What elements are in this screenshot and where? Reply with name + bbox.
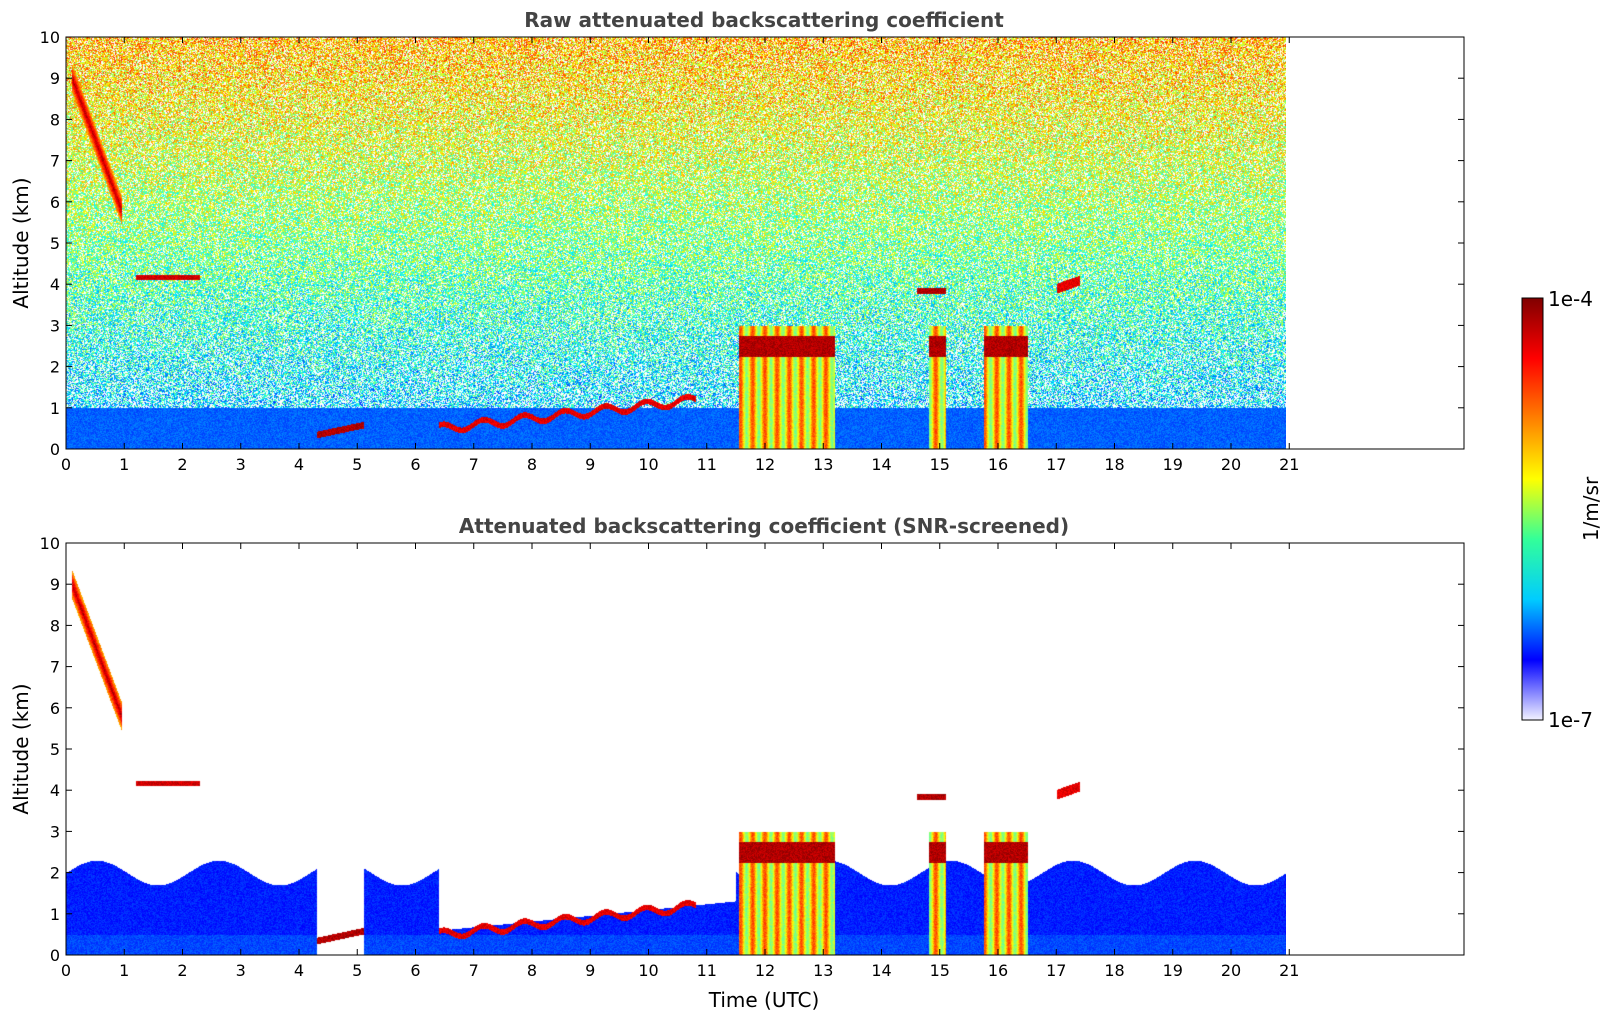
colorbar-gradient xyxy=(1521,297,1544,721)
x-tick-label: 20 xyxy=(1221,455,1241,474)
y-tick-label: 9 xyxy=(50,575,60,594)
x-tick-label: 14 xyxy=(871,455,891,474)
x-tick-label: 18 xyxy=(1104,961,1124,980)
y-tick-label: 10 xyxy=(40,28,60,47)
x-tick-label: 2 xyxy=(177,961,187,980)
x-tick-label: 10 xyxy=(638,961,658,980)
x-tick-label: 18 xyxy=(1104,455,1124,474)
x-tick-label: 2 xyxy=(177,455,187,474)
x-tick-label: 12 xyxy=(755,961,775,980)
x-tick-label: 16 xyxy=(988,455,1008,474)
panel-raw: Raw attenuated backscattering coefficien… xyxy=(9,8,1465,474)
y-tick-label: 1 xyxy=(50,399,60,418)
x-tick-label: 9 xyxy=(585,961,595,980)
y-axis-label: Altitude (km) xyxy=(9,683,33,814)
y-tick-label: 7 xyxy=(50,658,60,677)
y-tick-label: 2 xyxy=(50,864,60,883)
tick-group: 0 1 2 3 4 5 6 7 8 9 10 11 12 13 14 15 16 17 18 19 20 21012345… xyxy=(40,28,1464,474)
x-tick-label: 5 xyxy=(352,455,362,474)
y-tick-label: 3 xyxy=(50,316,60,335)
y-tick-label: 4 xyxy=(50,781,60,800)
colorbar-max-label: 1e-4 xyxy=(1548,287,1593,311)
heatmap-screened xyxy=(66,543,1286,955)
x-tick-label: 15 xyxy=(930,961,950,980)
y-axis-label: Altitude (km) xyxy=(9,177,33,308)
x-tick-label: 19 xyxy=(1163,455,1183,474)
y-tick-label: 0 xyxy=(50,440,60,459)
colorbar-label: 1/m/sr xyxy=(1579,476,1603,541)
x-tick-label: 9 xyxy=(585,455,595,474)
y-tick-label: 5 xyxy=(50,234,60,253)
y-tick-label: 6 xyxy=(50,193,60,212)
colorbar-min-label: 1e-7 xyxy=(1548,708,1593,732)
x-tick-label: 8 xyxy=(527,961,537,980)
x-tick-label: 4 xyxy=(294,455,304,474)
y-tick-label: 3 xyxy=(50,822,60,841)
colorbar: 1e-4 1e-7 1/m/sr xyxy=(1521,287,1603,732)
y-tick-label: 8 xyxy=(50,616,60,635)
x-tick-label: 12 xyxy=(755,455,775,474)
x-tick-label: 6 xyxy=(410,961,420,980)
y-tick-label: 5 xyxy=(50,740,60,759)
x-tick-label: 7 xyxy=(469,455,479,474)
x-tick-label: 6 xyxy=(410,455,420,474)
panel-screened: Attenuated backscattering coefficient (S… xyxy=(9,514,1465,1012)
x-tick-label: 0 xyxy=(61,455,71,474)
heatmap-raw xyxy=(66,37,1286,449)
x-tick-label: 3 xyxy=(236,961,246,980)
x-tick-label: 15 xyxy=(930,455,950,474)
x-tick-label: 4 xyxy=(294,961,304,980)
y-tick-label: 6 xyxy=(50,699,60,718)
y-tick-label: 1 xyxy=(50,905,60,924)
x-tick-label: 14 xyxy=(871,961,891,980)
x-axis-label: Time (UTC) xyxy=(708,988,820,1012)
x-tick-label: 5 xyxy=(352,961,362,980)
y-tick-label: 4 xyxy=(50,275,60,294)
x-tick-label: 20 xyxy=(1221,961,1241,980)
x-tick-label: 13 xyxy=(813,961,833,980)
x-tick-label: 16 xyxy=(988,961,1008,980)
panel-title: Attenuated backscattering coefficient (S… xyxy=(459,514,1069,538)
tick-group: 0 1 2 3 4 5 6 7 8 9 10 11 12 13 14 15 16 17 18 19 20 21012345… xyxy=(40,534,1464,980)
x-tick-label: 11 xyxy=(697,455,717,474)
x-tick-label: 7 xyxy=(469,961,479,980)
x-tick-label: 10 xyxy=(638,455,658,474)
y-tick-label: 0 xyxy=(50,946,60,965)
y-tick-label: 2 xyxy=(50,358,60,377)
x-tick-label: 3 xyxy=(236,455,246,474)
x-tick-label: 21 xyxy=(1279,961,1299,980)
panel-title: Raw attenuated backscattering coefficien… xyxy=(524,8,1004,32)
y-tick-label: 8 xyxy=(50,110,60,129)
x-tick-label: 13 xyxy=(813,455,833,474)
y-tick-label: 9 xyxy=(50,69,60,88)
x-tick-label: 17 xyxy=(1046,455,1066,474)
y-tick-label: 7 xyxy=(50,152,60,171)
x-tick-label: 19 xyxy=(1163,961,1183,980)
x-tick-label: 8 xyxy=(527,455,537,474)
x-tick-label: 17 xyxy=(1046,961,1066,980)
x-tick-label: 1 xyxy=(119,961,129,980)
x-tick-label: 0 xyxy=(61,961,71,980)
x-tick-label: 11 xyxy=(697,961,717,980)
x-tick-label: 21 xyxy=(1279,455,1299,474)
y-tick-label: 10 xyxy=(40,534,60,553)
x-tick-label: 1 xyxy=(119,455,129,474)
